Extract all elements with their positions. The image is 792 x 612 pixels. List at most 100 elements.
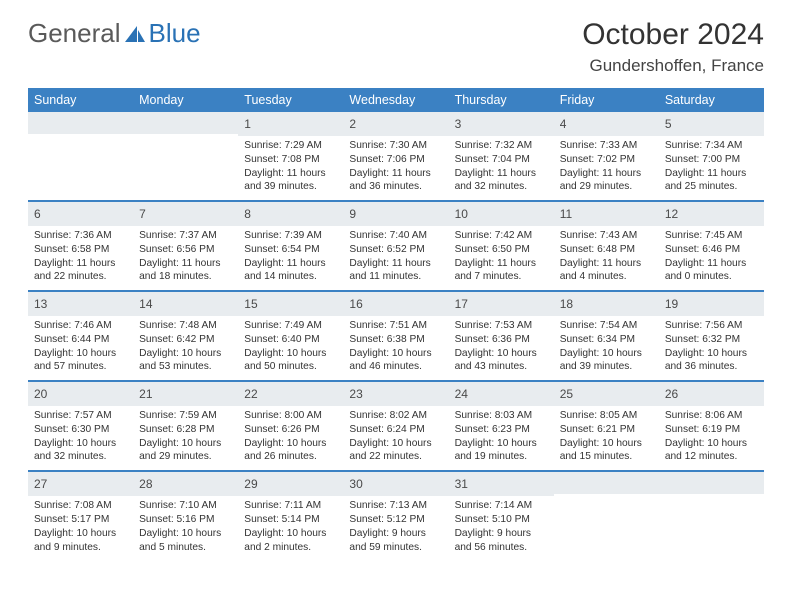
calendar-week: 6Sunrise: 7:36 AMSunset: 6:58 PMDaylight… (28, 202, 764, 292)
daynum-row: 7 (133, 202, 238, 226)
calendar-week: 20Sunrise: 7:57 AMSunset: 6:30 PMDayligh… (28, 382, 764, 472)
sunset-text: Sunset: 6:42 PM (139, 333, 232, 347)
sunrise-text: Sunrise: 7:40 AM (349, 229, 442, 243)
day-number: 10 (455, 207, 468, 221)
calendar-cell: 17Sunrise: 7:53 AMSunset: 6:36 PMDayligh… (449, 292, 554, 380)
daylight-text: Daylight: 11 hours and 11 minutes. (349, 257, 442, 285)
day-number: 28 (139, 477, 152, 491)
cell-body: Sunrise: 7:49 AMSunset: 6:40 PMDaylight:… (238, 316, 343, 380)
day-number: 15 (244, 297, 257, 311)
cell-body: Sunrise: 7:40 AMSunset: 6:52 PMDaylight:… (343, 226, 448, 290)
daynum-row: 17 (449, 292, 554, 316)
daylight-text: Daylight: 10 hours and 19 minutes. (455, 437, 548, 465)
calendar-cell: 24Sunrise: 8:03 AMSunset: 6:23 PMDayligh… (449, 382, 554, 470)
sunset-text: Sunset: 6:30 PM (34, 423, 127, 437)
sunrise-text: Sunrise: 7:51 AM (349, 319, 442, 333)
cell-body: Sunrise: 7:42 AMSunset: 6:50 PMDaylight:… (449, 226, 554, 290)
day-header: Wednesday (343, 88, 448, 112)
sunset-text: Sunset: 7:02 PM (560, 153, 653, 167)
daylight-text: Daylight: 10 hours and 9 minutes. (34, 527, 127, 555)
daylight-text: Daylight: 10 hours and 12 minutes. (665, 437, 758, 465)
day-number: 18 (560, 297, 573, 311)
sunset-text: Sunset: 6:54 PM (244, 243, 337, 257)
cell-body: Sunrise: 7:30 AMSunset: 7:06 PMDaylight:… (343, 136, 448, 200)
day-number: 23 (349, 387, 362, 401)
calendar-cell: 4 Sunrise: 7:33 AMSunset: 7:02 PMDaylight… (554, 112, 659, 200)
daylight-text: Daylight: 10 hours and 53 minutes. (139, 347, 232, 375)
cell-body: Sunrise: 7:46 AMSunset: 6:44 PMDaylight:… (28, 316, 133, 380)
daylight-text: Daylight: 11 hours and 4 minutes. (560, 257, 653, 285)
day-header: Thursday (449, 88, 554, 112)
daylight-text: Daylight: 10 hours and 26 minutes. (244, 437, 337, 465)
day-number: 4 (560, 117, 567, 131)
cell-body: Sunrise: 8:02 AMSunset: 6:24 PMDaylight:… (343, 406, 448, 470)
sunset-text: Sunset: 6:19 PM (665, 423, 758, 437)
calendar-cell: 13Sunrise: 7:46 AMSunset: 6:44 PMDayligh… (28, 292, 133, 380)
sunset-text: Sunset: 6:44 PM (34, 333, 127, 347)
sunrise-text: Sunrise: 7:54 AM (560, 319, 653, 333)
sunrise-text: Sunrise: 7:32 AM (455, 139, 548, 153)
sunset-text: Sunset: 5:16 PM (139, 513, 232, 527)
calendar-cell: 29Sunrise: 7:11 AMSunset: 5:14 PMDayligh… (238, 472, 343, 560)
daynum-row: 5 (659, 112, 764, 136)
cell-body: Sunrise: 7:45 AMSunset: 6:46 PMDaylight:… (659, 226, 764, 290)
daylight-text: Daylight: 10 hours and 46 minutes. (349, 347, 442, 375)
calendar-cell (28, 112, 133, 200)
daynum-row (659, 472, 764, 494)
day-number: 14 (139, 297, 152, 311)
daynum-row (28, 112, 133, 134)
day-header: Sunday (28, 88, 133, 112)
sunset-text: Sunset: 6:56 PM (139, 243, 232, 257)
logo-sail-icon (123, 24, 147, 44)
daynum-row: 26 (659, 382, 764, 406)
calendar-cell: 31Sunrise: 7:14 AMSunset: 5:10 PMDayligh… (449, 472, 554, 560)
location-label: Gundershoffen, France (582, 56, 764, 76)
sunset-text: Sunset: 6:28 PM (139, 423, 232, 437)
cell-body: Sunrise: 7:54 AMSunset: 6:34 PMDaylight:… (554, 316, 659, 380)
day-header: Tuesday (238, 88, 343, 112)
daylight-text: Daylight: 10 hours and 36 minutes. (665, 347, 758, 375)
sunset-text: Sunset: 6:24 PM (349, 423, 442, 437)
daynum-row: 15 (238, 292, 343, 316)
sunrise-text: Sunrise: 8:02 AM (349, 409, 442, 423)
sunset-text: Sunset: 6:26 PM (244, 423, 337, 437)
calendar-cell: 12Sunrise: 7:45 AMSunset: 6:46 PMDayligh… (659, 202, 764, 290)
calendar-cell: 8Sunrise: 7:39 AMSunset: 6:54 PMDaylight… (238, 202, 343, 290)
daynum-row: 1 (238, 112, 343, 136)
sunrise-text: Sunrise: 7:08 AM (34, 499, 127, 513)
calendar-cell (554, 472, 659, 560)
day-number: 6 (34, 207, 41, 221)
cell-body: Sunrise: 7:13 AMSunset: 5:12 PMDaylight:… (343, 496, 448, 560)
sunset-text: Sunset: 6:52 PM (349, 243, 442, 257)
day-number: 3 (455, 117, 462, 131)
daynum-row: 25 (554, 382, 659, 406)
sunset-text: Sunset: 6:21 PM (560, 423, 653, 437)
cell-body: Sunrise: 7:33 AMSunset: 7:02 PMDaylight:… (554, 136, 659, 200)
daylight-text: Daylight: 10 hours and 50 minutes. (244, 347, 337, 375)
sunset-text: Sunset: 5:14 PM (244, 513, 337, 527)
sunrise-text: Sunrise: 8:05 AM (560, 409, 653, 423)
daynum-row: 30 (343, 472, 448, 496)
sunrise-text: Sunrise: 7:45 AM (665, 229, 758, 243)
day-number: 19 (665, 297, 678, 311)
calendar-grid: SundayMondayTuesdayWednesdayThursdayFrid… (28, 88, 764, 560)
sunrise-text: Sunrise: 7:46 AM (34, 319, 127, 333)
calendar-cell: 6Sunrise: 7:36 AMSunset: 6:58 PMDaylight… (28, 202, 133, 290)
daynum-row: 21 (133, 382, 238, 406)
daylight-text: Daylight: 10 hours and 22 minutes. (349, 437, 442, 465)
calendar-cell (133, 112, 238, 200)
calendar-cell: 30Sunrise: 7:13 AMSunset: 5:12 PMDayligh… (343, 472, 448, 560)
sunrise-text: Sunrise: 7:42 AM (455, 229, 548, 243)
daynum-row: 11 (554, 202, 659, 226)
sunset-text: Sunset: 6:48 PM (560, 243, 653, 257)
daynum-row: 23 (343, 382, 448, 406)
calendar-cell: 23 Sunrise: 8:02 AMSunset: 6:24 PMDayligh… (343, 382, 448, 470)
daylight-text: Daylight: 10 hours and 39 minutes. (560, 347, 653, 375)
daynum-row: 12 (659, 202, 764, 226)
sunset-text: Sunset: 6:50 PM (455, 243, 548, 257)
brand-part1: General (28, 18, 121, 49)
daylight-text: Daylight: 10 hours and 32 minutes. (34, 437, 127, 465)
sunrise-text: Sunrise: 7:53 AM (455, 319, 548, 333)
daynum-row: 29 (238, 472, 343, 496)
daynum-row: 24 (449, 382, 554, 406)
